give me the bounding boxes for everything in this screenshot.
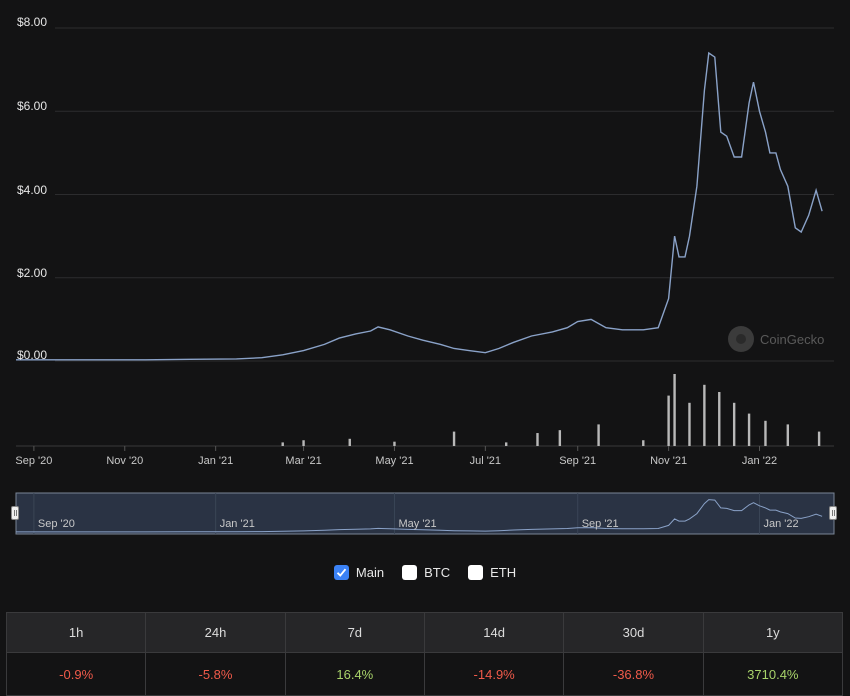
x-tick-label: Jan '21 [198, 455, 234, 467]
volume-bar [302, 440, 305, 446]
volume-bar [673, 374, 676, 446]
coingecko-logo-icon [728, 326, 754, 352]
period-header: 30d [563, 612, 704, 653]
x-tick-label: Nov '21 [650, 455, 688, 467]
x-tick-label: May '21 [375, 455, 414, 467]
navigator-right-handle[interactable] [829, 506, 837, 520]
volume-bar [764, 420, 767, 446]
volume-bar [393, 441, 396, 446]
x-tick-label: Nov '20 [106, 455, 144, 467]
volume-bar [452, 431, 456, 446]
volume-bar [667, 395, 670, 446]
y-tick-label: $0.00 [17, 348, 48, 362]
checkbox-icon[interactable] [468, 565, 484, 580]
performance-value-row: -0.9% -5.8% 16.4% -14.9% -36.8% 3710.4% [5, 652, 844, 696]
x-tick-label: Sep '20 [15, 455, 53, 467]
y-tick-label: $6.00 [17, 99, 48, 113]
navigator-line [16, 499, 823, 533]
volume-bar [597, 424, 600, 446]
series-legend: Main BTC ETH [0, 565, 850, 580]
performance-header-row: 1h 24h 7d 14d 30d 1y [5, 612, 844, 653]
navigator-tick-label: Jan '22 [763, 518, 799, 530]
volume-bar [688, 402, 691, 446]
x-tick-label: Jan '22 [741, 455, 778, 467]
y-tick-label: $2.00 [17, 266, 48, 280]
legend-label: BTC [424, 565, 451, 580]
checkbox-checked-icon[interactable] [333, 565, 349, 580]
x-tick-label: Mar '21 [285, 455, 322, 467]
change-value: 3710.4% [702, 652, 844, 696]
volume-bar [786, 424, 790, 446]
volume-bar [348, 438, 351, 446]
y-tick-label: $8.00 [17, 15, 48, 29]
price-chart[interactable] [0, 0, 850, 560]
period-header: 1h [5, 612, 147, 653]
navigator-tick-label: May '21 [398, 518, 437, 530]
x-tick-label: Jul '21 [469, 455, 502, 467]
change-value: -5.8% [145, 652, 286, 696]
watermark-text: CoinGecko [760, 331, 825, 347]
legend-item-btc[interactable]: BTC [402, 565, 450, 580]
legend-label: Main [355, 565, 385, 580]
volume-bar [505, 442, 508, 446]
legend-label: ETH [490, 565, 517, 580]
change-value: -14.9% [423, 652, 565, 696]
volume-bar [536, 433, 539, 446]
volume-bar [642, 440, 645, 446]
navigator-left-handle[interactable] [11, 506, 19, 520]
period-header: 14d [423, 612, 565, 653]
volume-bar [817, 431, 821, 446]
period-header: 24h [145, 612, 286, 653]
volume-bar [732, 402, 736, 446]
navigator-tick-label: Sep '20 [37, 518, 75, 530]
legend-item-eth[interactable]: ETH [468, 565, 516, 580]
navigator-tick-label: Jan '21 [219, 518, 255, 530]
change-value: -0.9% [5, 652, 147, 696]
y-tick-label: $4.00 [17, 183, 48, 197]
change-value: 16.4% [284, 652, 425, 696]
price-line [16, 51, 823, 361]
volume-bar [747, 413, 751, 446]
navigator-tick-label: Sep '21 [581, 518, 619, 530]
volume-bar [703, 384, 706, 446]
period-header: 7d [284, 612, 425, 653]
change-value: -36.8% [563, 652, 704, 696]
volume-bar [718, 392, 721, 446]
period-header: 1y [702, 612, 844, 653]
x-tick-label: Sep '21 [559, 455, 597, 467]
volume-bar [558, 430, 562, 446]
volume-bar [281, 442, 284, 446]
legend-item-main[interactable]: Main [333, 565, 385, 580]
checkbox-icon[interactable] [402, 565, 418, 580]
coingecko-watermark: CoinGecko [728, 326, 824, 352]
performance-table: 1h 24h 7d 14d 30d 1y -0.9% -5.8% 16.4% -… [5, 612, 844, 696]
